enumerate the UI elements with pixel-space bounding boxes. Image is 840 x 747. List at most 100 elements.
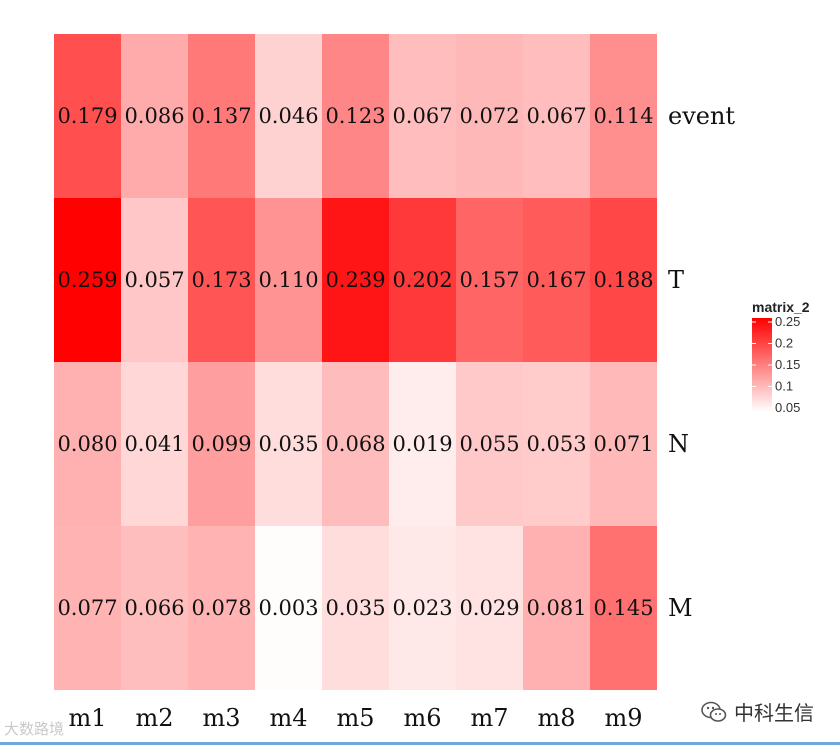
legend-ticks: 0.25 0.2 0.15 0.1 0.05 <box>752 314 800 415</box>
heatmap-cell <box>188 34 255 198</box>
cell-value-label: 0.173 <box>191 268 251 292</box>
heatmap-cell <box>54 362 121 526</box>
heatmap-cell <box>121 362 188 526</box>
watermark-right: 中科生信 <box>700 697 814 726</box>
column-label: m7 <box>470 704 508 732</box>
column-label: m5 <box>336 704 374 732</box>
heatmap-cell <box>255 198 322 362</box>
cell-value-label: 0.157 <box>459 268 519 292</box>
cell-value-label: 0.067 <box>526 104 586 128</box>
row-label: T <box>668 266 684 294</box>
cell-value-label: 0.099 <box>191 432 251 456</box>
row-label: M <box>668 594 693 622</box>
column-label: m6 <box>403 704 441 732</box>
heatmap-cell <box>523 34 590 198</box>
heatmap-cell <box>456 362 523 526</box>
heatmap-cell <box>456 34 523 198</box>
heatmap-cell <box>523 198 590 362</box>
color-legend: matrix_2 0.25 0.2 0.15 0.1 0.05 <box>752 299 810 415</box>
cell-value-label: 0.003 <box>258 596 318 620</box>
heatmap-cell <box>322 198 389 362</box>
heatmap-cell <box>590 526 657 690</box>
heatmap-cell <box>389 526 456 690</box>
cell-value-label: 0.081 <box>526 596 586 620</box>
row-label: event <box>668 102 735 130</box>
cell-value-label: 0.055 <box>459 432 519 456</box>
cell-value-label: 0.035 <box>258 432 318 456</box>
watermark-right-text: 中科生信 <box>734 701 814 725</box>
heatmap-cell <box>590 34 657 198</box>
cell-value-label: 0.259 <box>57 268 117 292</box>
heatmap-cell <box>456 526 523 690</box>
cell-value-label: 0.066 <box>124 596 184 620</box>
column-label: m1 <box>68 704 106 732</box>
cell-value-label: 0.188 <box>593 268 653 292</box>
heatmap-cell <box>121 198 188 362</box>
bottom-rule <box>0 742 840 745</box>
column-label: m4 <box>269 704 307 732</box>
column-labels: m1 m2 m3 m4 m5 m6 m7 m8 m9 <box>68 704 642 732</box>
column-label: m3 <box>202 704 240 732</box>
heatmap-cell <box>54 198 121 362</box>
heatmap-cell <box>188 362 255 526</box>
legend-tick-label: 0.25 <box>775 314 800 329</box>
heatmap-cell <box>255 526 322 690</box>
heatmap-cell <box>523 362 590 526</box>
heatmap-cell <box>523 526 590 690</box>
heatmap-cell <box>255 34 322 198</box>
cell-value-label: 0.239 <box>325 268 385 292</box>
cell-value-label: 0.053 <box>526 432 586 456</box>
heatmap-cell-labels: 0.179 0.086 0.137 0.046 0.123 0.067 0.072 0.067… <box>57 104 653 620</box>
heatmap-cell <box>322 34 389 198</box>
heatmap-cell <box>54 34 121 198</box>
heatmap-cell <box>121 34 188 198</box>
row-labels: event T N M <box>668 102 735 622</box>
row-label: N <box>668 430 689 458</box>
heatmap-cell <box>121 526 188 690</box>
heatmap-cell <box>590 198 657 362</box>
legend-tick-label: 0.15 <box>775 357 800 372</box>
cell-value-label: 0.035 <box>325 596 385 620</box>
heatmap-cell <box>188 198 255 362</box>
cell-value-label: 0.068 <box>325 432 385 456</box>
heatmap-cell <box>54 526 121 690</box>
watermark-left: 大数路境 <box>4 720 65 738</box>
cell-value-label: 0.067 <box>392 104 452 128</box>
cell-value-label: 0.080 <box>57 432 117 456</box>
cell-value-label: 0.077 <box>57 596 117 620</box>
cell-value-label: 0.029 <box>459 596 519 620</box>
heatmap-cell <box>389 34 456 198</box>
cell-value-label: 0.086 <box>124 104 184 128</box>
cell-value-label: 0.046 <box>258 104 318 128</box>
cell-value-label: 0.137 <box>191 104 251 128</box>
heatmap-cell <box>255 362 322 526</box>
cell-value-label: 0.057 <box>124 268 184 292</box>
legend-title: matrix_2 <box>752 299 810 315</box>
heatmap-cell <box>188 526 255 690</box>
wechat-icon <box>701 701 727 722</box>
heatmap-cell <box>590 362 657 526</box>
cell-value-label: 0.071 <box>593 432 653 456</box>
legend-tick-label: 0.05 <box>775 400 800 415</box>
cell-value-label: 0.179 <box>57 104 117 128</box>
cell-value-label: 0.110 <box>258 268 318 292</box>
cell-value-label: 0.019 <box>392 432 452 456</box>
heatmap-cell <box>322 526 389 690</box>
cell-value-label: 0.072 <box>459 104 519 128</box>
legend-colorbar <box>752 318 772 412</box>
legend-tick-label: 0.1 <box>775 379 793 394</box>
cell-value-label: 0.123 <box>325 104 385 128</box>
heatmap-cells <box>54 34 657 690</box>
cell-value-label: 0.078 <box>191 596 251 620</box>
heatmap-cell <box>389 198 456 362</box>
cell-value-label: 0.023 <box>392 596 452 620</box>
cell-value-label: 0.145 <box>593 596 653 620</box>
legend-tick-label: 0.2 <box>775 336 793 351</box>
column-label: m8 <box>537 704 575 732</box>
cell-value-label: 0.041 <box>124 432 184 456</box>
column-label: m2 <box>135 704 173 732</box>
heatmap-cell <box>389 362 456 526</box>
cell-value-label: 0.167 <box>526 268 586 292</box>
heatmap-cell <box>456 198 523 362</box>
